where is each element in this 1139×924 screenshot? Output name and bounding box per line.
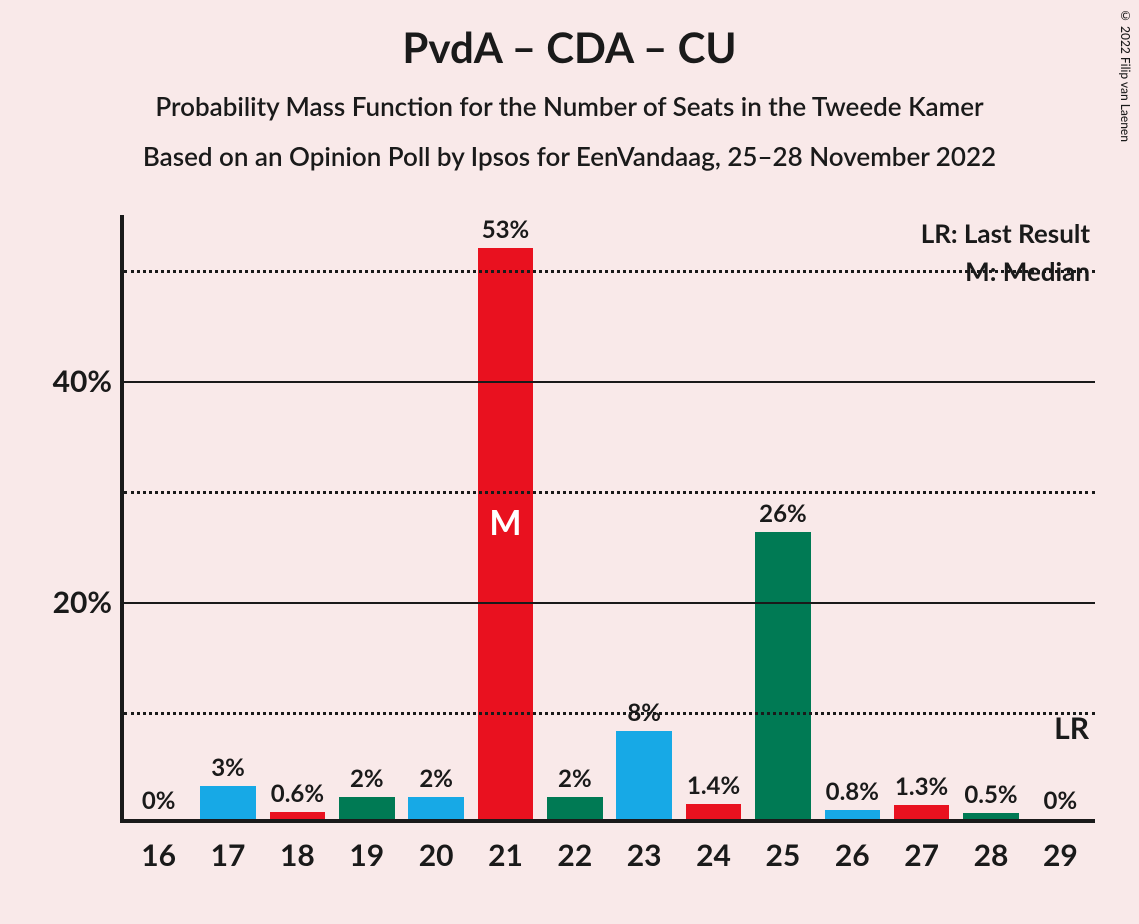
bar-value-label: 2% [350,764,384,793]
gridline-major [124,381,1095,383]
y-tick-label: 20% [53,584,124,620]
gridline-minor [124,712,1095,715]
bar-column: 1.4%24 [679,215,748,819]
bar-column: 8%23 [610,215,679,819]
x-tick-label: 28 [974,837,1009,873]
bar-container: 0%163%170.6%182%192%2053%M212%228%231.4%… [124,215,1095,819]
bar [547,797,602,819]
copyright-text: © 2022 Filip van Laenen [1118,8,1133,142]
bar [408,797,463,819]
legend-last-result: LR: Last Result [875,217,1090,249]
bar [200,786,255,819]
bar-column: 26%25 [748,215,817,819]
bar-column: 2%22 [540,215,609,819]
x-tick-label: 23 [627,837,662,873]
x-tick-label: 19 [349,837,384,873]
bar-value-label: 2% [558,764,592,793]
bar-value-label: 0.8% [826,777,879,806]
x-tick-label: 22 [557,837,592,873]
plot-area: 0%163%170.6%182%192%2053%M212%228%231.4%… [120,215,1095,823]
bar-column: 1.3%27 [887,215,956,819]
bar-column: 2%20 [401,215,470,819]
legend-median: M: Median [875,255,1090,287]
bar-value-label: 53% [482,215,530,244]
bar [755,532,810,819]
bar [686,804,741,819]
bar-value-label: 3% [211,753,245,782]
bar-value-label: 1.3% [895,772,948,801]
x-tick-label: 17 [211,837,246,873]
bar-column: 0.5%28 [956,215,1025,819]
bar-column: 53%M21 [471,215,540,819]
bar-value-label: 26% [759,499,807,528]
x-tick-label: 29 [1043,837,1078,873]
bar [270,812,325,819]
chart-subtitle-1: Probability Mass Function for the Number… [0,90,1139,122]
x-tick-label: 16 [141,837,176,873]
bar-column: 0%29LR [1026,215,1095,819]
x-tick-label: 21 [488,837,523,873]
bar-value-label: 0.6% [271,779,324,808]
x-tick-label: 20 [419,837,454,873]
bar [963,813,1018,819]
x-tick-label: 27 [904,837,939,873]
bar-column: 3%17 [193,215,262,819]
gridline-major [124,602,1095,604]
bar-value-label: 2% [419,764,453,793]
bar-value-label: 1.4% [687,771,740,800]
bar-column: 2%19 [332,215,401,819]
bar [616,731,671,819]
x-tick-label: 26 [835,837,870,873]
bar [825,810,880,819]
x-tick-label: 18 [280,837,315,873]
bar-column: 0.8%26 [818,215,887,819]
bar-column: 0%16 [124,215,193,819]
bar [339,797,394,819]
bar-value-label: 0% [142,786,176,815]
x-tick-label: 25 [766,837,801,873]
gridline-minor [124,491,1095,494]
x-tick-label: 24 [696,837,731,873]
chart-subtitle-2: Based on an Opinion Poll by Ipsos for Ee… [0,140,1139,172]
chart-title: PvdA – CDA – CU [0,22,1139,72]
median-marker: M [489,502,521,543]
y-tick-label: 40% [53,363,124,399]
bar-value-label: 0% [1044,786,1078,815]
bar-column: 0.6%18 [263,215,332,819]
bar [894,805,949,819]
bar-value-label: 0.5% [964,780,1017,809]
